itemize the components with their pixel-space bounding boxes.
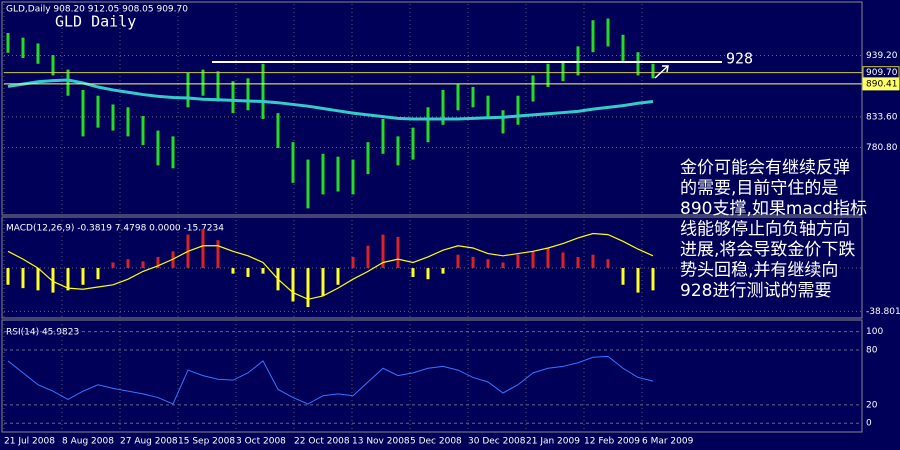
- y-tick-label: 939.20: [866, 51, 898, 61]
- date-label: 6 Mar 2009: [642, 437, 694, 447]
- annotation-line: 金价可能会有继续反弹: [680, 158, 850, 178]
- macd-histogram: [456, 254, 460, 269]
- macd-histogram: [576, 256, 580, 269]
- macd-histogram: [606, 259, 610, 269]
- macd-histogram: [156, 256, 160, 269]
- y-tick-label: 100: [866, 327, 883, 337]
- macd-histogram: [111, 262, 115, 269]
- y-tick-label: 20: [866, 400, 878, 410]
- macd-histogram: [531, 251, 535, 269]
- macd-label: MACD(12,26,9) -0.3819 7.4798 0.0000 -15.…: [6, 224, 224, 234]
- macd-histogram: [561, 252, 565, 269]
- y-tick-label: 833.60: [866, 112, 898, 122]
- macd-histogram: [411, 268, 415, 277]
- macd-histogram: [36, 268, 40, 291]
- price-box: [862, 77, 900, 91]
- macd-histogram: [201, 229, 205, 269]
- macd-histogram: [66, 268, 70, 291]
- macd-histogram: [591, 254, 595, 269]
- date-label: 22 Oct 2008: [294, 437, 350, 447]
- macd-histogram: [126, 259, 130, 269]
- macd-histogram: [81, 268, 85, 285]
- macd-histogram: [471, 256, 475, 269]
- macd-line: [7, 232, 654, 300]
- y-tick-label: 780.80: [866, 143, 898, 153]
- macd-histogram: [381, 234, 385, 269]
- moving-average: [7, 78, 654, 121]
- annotation-line: 928进行测试的需要: [680, 281, 831, 301]
- macd-histogram: [306, 268, 310, 308]
- annotation-line: 线能够停止向负轴方向: [680, 220, 850, 240]
- y-tick-label: 0: [866, 419, 872, 429]
- macd-histogram: [546, 247, 550, 269]
- rsi-panel: [1, 319, 863, 433]
- resistance-label: 928: [726, 50, 753, 68]
- price-box-label: 909.70: [866, 68, 898, 78]
- date-label: 21 Jan 2009: [526, 437, 580, 447]
- macd-histogram: [51, 268, 55, 293]
- y-tick-label: 80: [866, 345, 878, 355]
- symbol-line: GLD,Daily 908.20 912.05 908.05 909.70: [6, 5, 188, 15]
- macd-histogram: [366, 245, 370, 269]
- macd-panel: [1, 216, 863, 319]
- macd-histogram: [141, 261, 145, 269]
- macd-histogram: [441, 268, 445, 274]
- macd-histogram: [516, 254, 520, 269]
- arrow: [654, 65, 669, 79]
- rsi-line: [7, 355, 654, 405]
- annotation-line: 进展,将会导致金价下跌: [680, 240, 855, 260]
- date-label: 13 Nov 2008: [352, 437, 410, 447]
- annotation-line: 的需要,目前守住的是: [680, 179, 838, 199]
- date-label: 27 Aug 2008: [120, 437, 178, 447]
- macd-histogram: [636, 268, 640, 293]
- macd-histogram: [621, 268, 625, 285]
- annotation-line: 势头回稳,并有继续向: [680, 261, 838, 281]
- macd-histogram: [216, 240, 220, 269]
- macd-histogram: [246, 268, 250, 277]
- macd-histogram: [21, 268, 25, 289]
- price-panel: [1, 1, 863, 216]
- macd-histogram: [261, 268, 265, 274]
- rsi-label: RSI(14) 45.9823: [6, 328, 79, 338]
- macd-histogram: [426, 268, 430, 280]
- macd-histogram: [396, 236, 400, 269]
- date-label: 12 Feb 2009: [584, 437, 640, 447]
- macd-histogram: [291, 268, 295, 302]
- date-label: 30 Dec 2008: [468, 437, 526, 447]
- macd-histogram: [96, 268, 100, 280]
- date-label: 5 Dec 2008: [410, 437, 462, 447]
- chart-title: GLD Daily: [55, 13, 136, 31]
- macd-histogram: [501, 262, 505, 269]
- y-tick-label: -38.8013: [866, 307, 900, 317]
- macd-histogram: [231, 268, 235, 274]
- macd-histogram: [6, 268, 10, 285]
- date-label: 15 Sep 2008: [178, 437, 235, 447]
- macd-histogram: [351, 256, 355, 269]
- date-label: 21 Jul 2008: [4, 437, 55, 447]
- date-label: 3 Oct 2008: [236, 437, 286, 447]
- macd-histogram: [651, 268, 655, 291]
- date-label: 8 Aug 2008: [62, 437, 114, 447]
- macd-histogram: [336, 268, 340, 285]
- price-box-label: 890.41: [866, 79, 898, 89]
- annotation-line: 890支撑,如果macd指标: [680, 199, 867, 219]
- macd-histogram: [486, 259, 490, 269]
- macd-histogram: [321, 268, 325, 296]
